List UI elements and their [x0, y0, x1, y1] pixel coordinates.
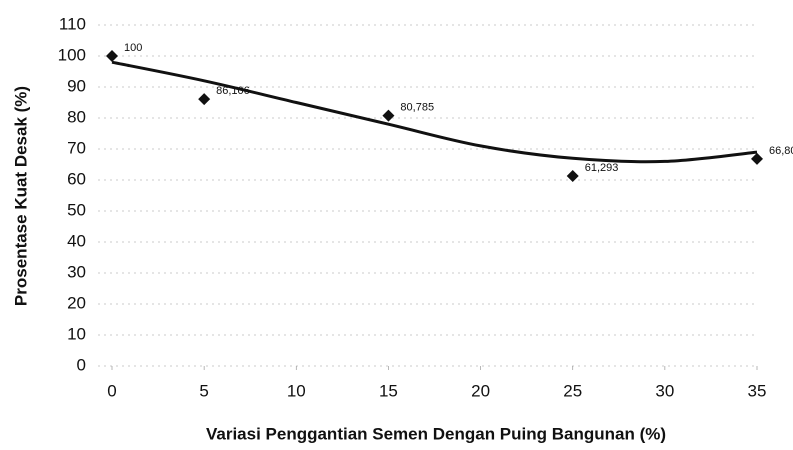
value-label: 100	[124, 42, 142, 54]
x-tick-label: 30	[655, 381, 674, 400]
value-label: 66,809	[769, 145, 793, 157]
y-tick-label: 60	[67, 169, 86, 188]
y-tick-label: 30	[67, 262, 86, 281]
x-tick-label: 5	[199, 381, 208, 400]
x-tick-label: 10	[287, 381, 306, 400]
point	[198, 93, 210, 105]
point	[567, 170, 579, 182]
point	[382, 110, 394, 122]
y-tick-label: 100	[58, 45, 86, 64]
x-tick-label: 15	[379, 381, 398, 400]
y-axis-title: Prosentase Kuat Desak (%)	[11, 86, 30, 306]
trendline	[112, 62, 757, 162]
chart: Variasi Penggantian Semen Dengan Puing B…	[0, 0, 793, 450]
y-tick-label: 80	[67, 107, 86, 126]
y-tick-label: 0	[77, 355, 86, 374]
x-tick-label: 25	[563, 381, 582, 400]
point	[751, 153, 763, 165]
y-tick-label: 20	[67, 293, 86, 312]
x-tick-label: 0	[107, 381, 116, 400]
value-label: 86,106	[216, 85, 250, 97]
value-label: 61,293	[585, 162, 619, 174]
y-tick-label: 10	[67, 324, 86, 343]
value-label: 80,785	[400, 101, 434, 113]
point	[106, 50, 118, 62]
x-axis-title: Variasi Penggantian Semen Dengan Puing B…	[206, 424, 666, 443]
y-tick-label: 90	[67, 76, 86, 95]
y-tick-label: 70	[67, 138, 86, 157]
x-tick-label: 20	[471, 381, 490, 400]
y-tick-label: 40	[67, 231, 86, 250]
y-tick-label: 50	[67, 200, 86, 219]
y-tick-label: 110	[59, 14, 86, 33]
x-tick-label: 35	[748, 381, 767, 400]
